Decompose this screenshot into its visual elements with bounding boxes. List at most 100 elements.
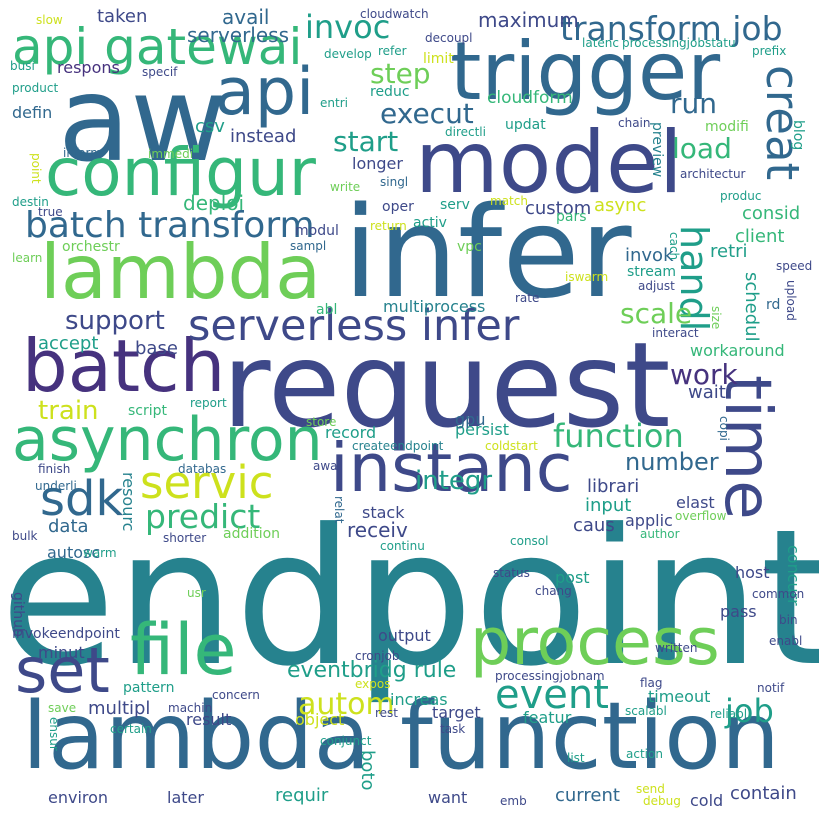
cloud-word: activ <box>413 215 447 231</box>
cloud-word: chang <box>535 584 572 598</box>
cloud-word: expos <box>355 677 391 691</box>
cloud-word: accept <box>38 333 99 354</box>
cloud-word: relat <box>332 496 346 524</box>
cloud-word: configur <box>45 134 316 211</box>
cloud-word: bulk <box>12 529 38 543</box>
cloud-word: copi <box>717 416 731 441</box>
cloud-word: bin <box>779 613 798 627</box>
cloud-word: concurr <box>784 545 803 606</box>
cloud-word: applic <box>625 511 673 530</box>
cloud-word: current <box>555 785 620 806</box>
cloud-word: increas <box>390 690 448 709</box>
cloud-word: product <box>12 81 59 95</box>
cloud-word: inform <box>63 146 102 160</box>
cloud-word: lambda function <box>22 682 780 790</box>
cloud-word: taken <box>97 6 148 27</box>
cloud-word: author <box>640 527 680 541</box>
cloud-word: limit <box>423 51 454 67</box>
cloud-word: creat <box>756 65 809 181</box>
cloud-word: respons <box>57 58 120 77</box>
cloud-word: rest <box>375 706 399 720</box>
cloud-word: contain <box>730 783 797 804</box>
cloud-word: base <box>135 338 178 359</box>
cloud-word: true <box>38 205 63 219</box>
cloud-word: record <box>325 423 377 442</box>
cloud-word: common <box>752 587 805 601</box>
cloud-word: stream <box>627 264 677 280</box>
cloud-word: want <box>428 788 468 807</box>
cloud-word: certain <box>110 722 152 736</box>
cloud-word: support <box>65 306 165 336</box>
cloud-word: wait <box>688 382 726 403</box>
cloud-word: flag <box>640 676 663 690</box>
cloud-word: batch transform <box>25 205 315 246</box>
cloud-word: consid <box>742 203 801 224</box>
cloud-word: modifi <box>705 119 749 135</box>
cloud-word: data <box>48 516 89 537</box>
cloud-word: multipl <box>88 698 151 719</box>
cloud-word: size <box>709 306 723 330</box>
cloud-word: featur <box>523 708 572 727</box>
cloud-word: machin <box>168 701 213 715</box>
cloud-word: conjunct <box>320 734 372 748</box>
cloud-word: train <box>38 396 99 426</box>
cloud-word: predict <box>145 497 261 536</box>
cloud-word: csv <box>195 116 225 137</box>
cloud-word: input <box>585 495 632 516</box>
cloud-word: decoupl <box>425 31 473 45</box>
cloud-word: serv <box>440 197 470 213</box>
cloud-word: iswarm <box>565 270 609 284</box>
cloud-word: function <box>553 417 684 455</box>
cloud-word: elast <box>676 493 715 512</box>
cloud-word: multiprocess <box>383 297 486 316</box>
cloud-word: point <box>29 153 43 184</box>
cloud-word: speed <box>776 259 813 273</box>
cloud-word: job <box>725 692 774 730</box>
cloud-word: upload <box>784 280 798 321</box>
cloud-word: underli <box>35 479 77 493</box>
cloud-word: event <box>495 672 609 718</box>
cloud-word: timeout <box>648 687 711 706</box>
cloud-word: model <box>415 113 683 213</box>
cloud-word: latenc <box>582 36 619 50</box>
cloud-word: store <box>306 415 337 429</box>
cloud-word: workaround <box>690 341 785 360</box>
cloud-word: architectur <box>680 167 746 181</box>
cloud-word: object <box>295 710 345 729</box>
cloud-word: execut <box>380 97 474 130</box>
cloud-word: retri <box>710 241 748 262</box>
cloud-word: addition <box>223 526 281 542</box>
cloud-word: asynchron <box>12 405 323 475</box>
cloud-word: blog <box>790 120 806 151</box>
cloud-word: finish <box>38 462 71 476</box>
cloud-word: set <box>15 634 110 707</box>
cloud-word: prefix <box>752 44 787 58</box>
cloud-word: schedul <box>741 272 762 342</box>
cloud-word: entri <box>320 96 348 110</box>
cloud-word: cloudform <box>487 88 573 108</box>
cloud-word: trigger <box>450 25 721 118</box>
cloud-word: vpc <box>457 239 482 255</box>
cloud-word: result <box>186 710 232 729</box>
cloud-word: step <box>370 57 431 90</box>
cloud-word: persist <box>455 420 509 439</box>
cloud-word: processingjobnam <box>495 669 605 683</box>
cloud-word: avail <box>222 5 270 29</box>
cloud-word: librari <box>587 476 640 497</box>
cloud-word: handl <box>672 225 716 332</box>
cloud-word: createendpoint <box>352 439 444 453</box>
cloud-word: pattern <box>123 680 175 696</box>
cloud-word: pass <box>720 602 757 621</box>
cloud-word: preview <box>649 122 665 178</box>
cloud-word: stack <box>362 503 405 522</box>
cloud-word: cronjob <box>355 649 400 663</box>
cloud-word: host <box>735 563 770 582</box>
cloud-word: instanc <box>330 429 573 507</box>
cloud-word: written <box>655 641 698 655</box>
cloud-word: ensur <box>47 717 61 751</box>
cloud-word: status <box>493 566 530 580</box>
cloud-word: destin <box>12 195 49 209</box>
cloud-word: concern <box>212 688 260 702</box>
cloud-word: list <box>567 751 585 765</box>
cloud-word: report <box>190 396 227 410</box>
